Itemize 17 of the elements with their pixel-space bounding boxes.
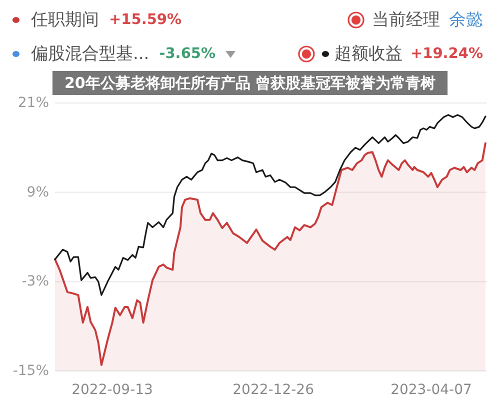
x-tick-label: 2022-12-26	[232, 382, 314, 398]
y-tick-label: 21%	[18, 95, 49, 111]
x-tick-label: 2022-09-13	[72, 382, 153, 398]
text: 当前经理	[372, 10, 440, 30]
text: +19.24%	[410, 46, 484, 62]
legend-label: 任职期间	[30, 10, 99, 30]
text: 余懿	[449, 10, 483, 30]
line-series	[54, 114, 486, 296]
text: -3.65%	[159, 46, 216, 62]
text: +15.59%	[109, 12, 182, 28]
legend-label: 偏股混合型基...	[31, 44, 150, 64]
y-tick-label: 9%	[26, 184, 49, 200]
chart-title: 20年公募老将卸任所有产品 曾获股基冠军被誉为常青树	[64, 74, 436, 92]
x-tick-label: 2023-04-07	[390, 382, 472, 398]
y-tick-label: -3%	[22, 274, 49, 290]
y-tick-label: -15%	[12, 363, 49, 379]
legend-label: 超额收益	[334, 44, 402, 64]
